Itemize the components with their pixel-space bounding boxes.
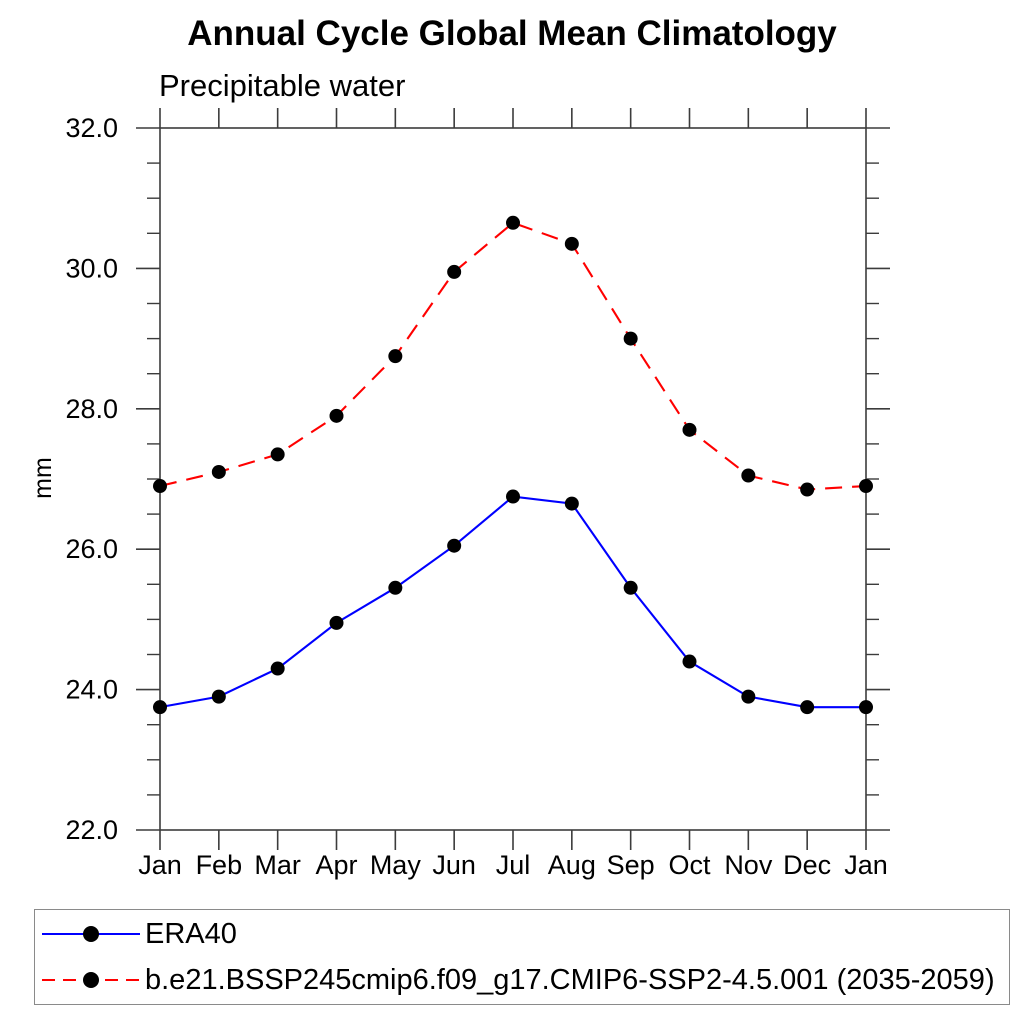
y-tick-label: 24.0: [65, 675, 118, 705]
data-point-marker: [506, 215, 520, 230]
data-point-marker: [623, 580, 638, 595]
x-tick-label: Aug: [548, 850, 596, 880]
x-tick-label: Oct: [668, 850, 711, 880]
x-tick-label: Apr: [315, 850, 357, 880]
data-point-marker: [741, 689, 756, 704]
data-point-marker: [270, 447, 285, 462]
x-tick-label: Dec: [783, 850, 831, 880]
data-point-marker: [741, 468, 756, 483]
x-tick-label: Jan: [844, 850, 888, 880]
x-tick-label: Jun: [432, 850, 476, 880]
legend-item-model: b.e21.BSSP245cmip6.f09_g17.CMIP6-SSP2-4.…: [35, 959, 1009, 1001]
legend-item-era40: ERA40: [35, 913, 1009, 955]
y-tick-label: 26.0: [65, 534, 118, 564]
legend-line-sample-solid: [42, 926, 140, 942]
data-point-marker: [153, 479, 167, 494]
x-tick-label: Feb: [196, 850, 243, 880]
x-tick-label: Jan: [138, 850, 182, 880]
data-point-marker: [623, 331, 638, 346]
x-tick-label: Jul: [496, 850, 531, 880]
data-point-marker: [682, 654, 697, 669]
y-tick-label: 28.0: [65, 394, 118, 424]
y-tick-label: 22.0: [65, 815, 118, 845]
data-point-marker: [329, 615, 344, 630]
data-point-marker: [859, 479, 873, 494]
data-point-marker: [388, 349, 403, 364]
y-tick-label: 32.0: [65, 113, 118, 143]
data-point-marker: [211, 464, 226, 479]
x-tick-label: Nov: [724, 850, 773, 880]
data-point-marker: [682, 422, 697, 437]
x-tick-label: Mar: [254, 850, 301, 880]
data-point-marker: [388, 580, 403, 595]
data-point-marker: [564, 496, 579, 511]
y-tick-label: 30.0: [65, 253, 118, 283]
legend: ERA40 b.e21.BSSP245cmip6.f09_g17.CMIP6-S…: [34, 909, 1010, 1005]
x-tick-label: Sep: [607, 850, 655, 880]
data-point-marker: [800, 482, 815, 497]
series-line-dashed: [159, 221, 867, 491]
legend-label: ERA40: [145, 917, 237, 950]
legend-line-sample-dashed: [42, 972, 140, 988]
data-point-marker: [211, 689, 226, 704]
data-point-marker: [270, 661, 285, 676]
legend-marker-icon: [83, 926, 99, 942]
data-point-marker: [329, 408, 344, 423]
data-point-marker: [564, 236, 579, 251]
data-point-marker: [800, 700, 815, 715]
chart-subtitle: Precipitable water: [159, 68, 406, 103]
data-point-marker: [506, 489, 520, 504]
x-tick-label: May: [370, 850, 422, 880]
legend-label: b.e21.BSSP245cmip6.f09_g17.CMIP6-SSP2-4.…: [145, 963, 995, 996]
data-point-marker: [153, 700, 167, 715]
data-point-marker: [447, 264, 462, 279]
chart-title: Annual Cycle Global Mean Climatology: [187, 14, 837, 53]
data-point-marker: [859, 700, 873, 715]
legend-marker-icon: [83, 972, 99, 988]
series-line-solid: [159, 495, 866, 709]
data-point-marker: [447, 538, 462, 553]
